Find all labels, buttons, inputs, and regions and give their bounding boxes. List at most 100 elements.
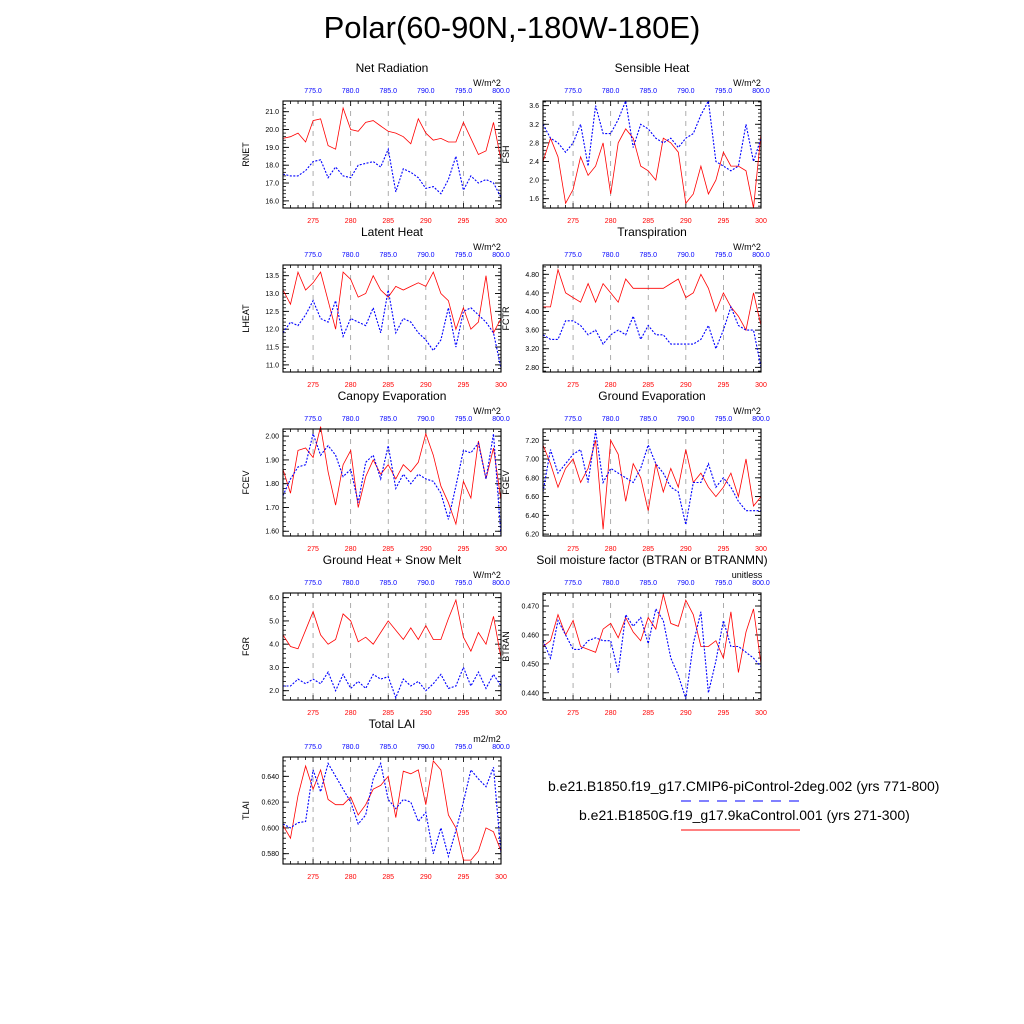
x-tick-label-top: 800.0 (492, 416, 510, 423)
x-tick-label-bottom: 285 (382, 710, 394, 717)
y-tick-label: 0.620 (261, 800, 279, 807)
x-tick-label-top: 785.0 (379, 416, 397, 423)
x-tick-label-top: 775.0 (304, 744, 322, 751)
x-tick-label-bottom: 295 (458, 710, 470, 717)
plot-frame (542, 592, 762, 701)
x-tick-label-bottom: 280 (605, 218, 617, 225)
chart-title: Net Radiation (356, 61, 429, 75)
x-tick-label-bottom: 300 (495, 874, 507, 881)
x-tick-label-bottom: 295 (718, 546, 730, 553)
y-tick-label: 7.00 (525, 457, 539, 464)
chart-panel-fsh: Sensible Heat W/m^2 FSH 275 280 285 290 295 300 7… (501, 61, 770, 225)
plot-frame (542, 100, 762, 209)
y-tick-label: 7.20 (525, 438, 539, 445)
y-tick-label: 3.6 (529, 103, 539, 110)
x-tick-label-bottom: 280 (345, 874, 357, 881)
y-tick-label: 4.00 (525, 309, 539, 316)
series-line-control (283, 665, 502, 700)
y-tick-label: 0.440 (521, 690, 539, 697)
x-tick-label-bottom: 275 (307, 546, 319, 553)
x-tick-label-bottom: 290 (680, 218, 692, 225)
series-line-control (542, 430, 761, 525)
series-line-control (542, 305, 762, 368)
series-line-control (282, 431, 502, 537)
units-label: W/m^2 (473, 406, 501, 416)
x-tick-label-bottom: 280 (605, 382, 617, 389)
series-line-control (542, 98, 762, 172)
x-tick-label-bottom: 290 (680, 382, 692, 389)
y-tick-label: 2.4 (529, 159, 539, 166)
x-tick-label-bottom: 290 (420, 382, 432, 389)
x-tick-label-bottom: 280 (605, 710, 617, 717)
units-label: W/m^2 (733, 242, 761, 252)
x-tick-label-bottom: 285 (382, 218, 394, 225)
x-tick-label-top: 780.0 (602, 88, 620, 95)
y-tick-label: 21.0 (265, 109, 279, 116)
x-tick-label-top: 775.0 (304, 88, 322, 95)
y-tick-label: 1.70 (265, 505, 279, 512)
y-tick-label: 0.450 (521, 661, 539, 668)
x-tick-label-top: 775.0 (304, 580, 322, 587)
chart-panel-lheat: Latent Heat W/m^2 LHEAT 275 280 285 290 295 300 7… (241, 225, 510, 389)
x-tick-label-top: 790.0 (417, 88, 435, 95)
x-tick-label-bottom: 285 (642, 218, 654, 225)
series-line-experiment (542, 438, 762, 530)
x-tick-label-top: 795.0 (455, 580, 473, 587)
plot-frame (282, 264, 502, 373)
x-tick-label-bottom: 280 (345, 218, 357, 225)
x-tick-label-top: 775.0 (564, 252, 582, 259)
y-tick-label: 6.20 (525, 532, 539, 539)
units-label: unitless (732, 570, 763, 580)
x-tick-label-top: 780.0 (602, 416, 620, 423)
series-line-experiment (542, 128, 762, 209)
plot-frame (282, 100, 502, 209)
x-tick-label-top: 785.0 (379, 88, 397, 95)
x-tick-label-top: 780.0 (602, 580, 620, 587)
x-tick-label-bottom: 300 (495, 382, 507, 389)
chart-panel-fctr: Transpiration W/m^2 FCTR 275 280 285 290 295 300… (501, 225, 770, 389)
x-tick-label-top: 790.0 (417, 252, 435, 259)
x-tick-label-bottom: 290 (680, 710, 692, 717)
x-tick-label-bottom: 275 (307, 218, 319, 225)
x-tick-label-top: 790.0 (417, 416, 435, 423)
x-tick-label-bottom: 285 (642, 382, 654, 389)
chart-panel-btran: Soil moisture factor (BTRAN or BTRANMN) u… (501, 553, 770, 717)
x-tick-label-bottom: 300 (495, 710, 507, 717)
x-tick-label-top: 795.0 (455, 88, 473, 95)
y-tick-label: 3.2 (529, 122, 539, 129)
y-tick-label: 11.0 (266, 362, 279, 369)
chart-title: Total LAI (369, 717, 416, 731)
y-tick-label: 1.90 (265, 457, 279, 464)
x-tick-label-bottom: 275 (567, 382, 579, 389)
plot-frame (542, 428, 762, 537)
y-tick-label: 3.0 (269, 665, 279, 672)
y-tick-label: 5.0 (269, 618, 279, 625)
y-tick-label: 2.00 (265, 434, 279, 441)
x-tick-label-top: 795.0 (455, 744, 473, 751)
x-tick-label-bottom: 280 (345, 546, 357, 553)
series-line-control (282, 147, 502, 198)
x-tick-label-top: 780.0 (342, 580, 360, 587)
x-tick-label-top: 790.0 (677, 580, 695, 587)
y-axis-label: FCEV (241, 470, 251, 494)
x-tick-label-bottom: 275 (307, 874, 319, 881)
units-label: W/m^2 (733, 406, 761, 416)
series-line-experiment (542, 594, 762, 673)
y-tick-label: 20.0 (265, 127, 279, 134)
y-axis-label: RNET (241, 142, 251, 167)
x-tick-label-top: 775.0 (304, 252, 322, 259)
y-tick-label: 6.60 (525, 494, 539, 501)
chart-title: Transpiration (617, 225, 687, 239)
y-tick-label: 12.0 (265, 327, 279, 334)
x-tick-label-top: 795.0 (715, 416, 733, 423)
y-tick-label: 3.60 (525, 328, 539, 335)
x-tick-label-bottom: 275 (567, 218, 579, 225)
x-tick-label-bottom: 290 (420, 218, 432, 225)
series-line-experiment (282, 106, 502, 160)
chart-title: Soil moisture factor (BTRAN or BTRANMN) (536, 553, 767, 567)
legend-label-control: b.e21.B1850.f19_g17.CMIP6-piControl-2deg… (548, 778, 940, 794)
plot-frame (282, 592, 502, 701)
x-tick-label-top: 780.0 (342, 744, 360, 751)
y-axis-label: FGEV (501, 470, 511, 495)
chart-panel-rnet: Net Radiation W/m^2 RNET 275 280 285 290 295 300… (241, 61, 510, 225)
